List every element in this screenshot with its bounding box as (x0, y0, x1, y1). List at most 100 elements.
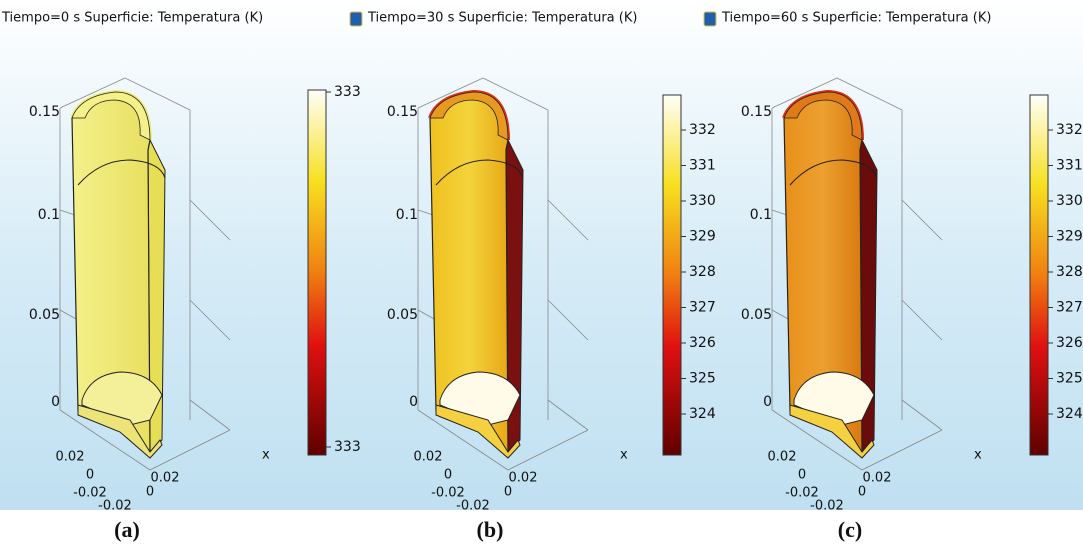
base-tick-label: -0.02 (456, 499, 490, 514)
base-tick-label: 0 (858, 485, 866, 500)
base-tick-label: 0 (86, 468, 94, 483)
z-tick-label: 0 (51, 394, 60, 410)
colorbar-label: 332 (689, 122, 716, 138)
colorbar-label: 331 (1056, 158, 1083, 174)
axis-label: x (262, 448, 270, 463)
caption: (c) (838, 517, 862, 542)
panel-header: Tiempo=30 s Superficie: Temperatura (K) (367, 11, 637, 26)
axis-box-line (482, 77, 549, 111)
axis-box-line (901, 399, 943, 431)
shell-top (783, 91, 863, 141)
colorbar-label: 324 (689, 406, 716, 422)
axis-box-line (417, 409, 509, 471)
base-tick-label: -0.02 (431, 486, 465, 501)
colorbar (1029, 94, 1049, 456)
axis-box-line (189, 299, 231, 341)
colorbar-label: 326 (1056, 335, 1083, 351)
colorbar-label: 331 (689, 158, 716, 174)
axis-box-line (861, 429, 943, 471)
axis-box-line (547, 399, 589, 431)
z-tick-label: 0.05 (387, 307, 418, 323)
panel-header: Tiempo=0 s Superficie: Temperatura (K) (1, 11, 263, 26)
axis-box-line (189, 199, 231, 241)
axis-label: x (974, 448, 982, 463)
z-tick-label: 0.15 (387, 104, 418, 120)
z-tick-label: 0.1 (396, 207, 418, 223)
shell-joint (789, 159, 878, 186)
base-tick-label: 0.02 (863, 471, 892, 486)
z-tick-label: 0 (763, 394, 772, 410)
base-tick-label: 0 (444, 468, 452, 483)
base-tick-label: 0 (798, 468, 806, 483)
base-tick-label: 0 (146, 485, 154, 500)
colorbar-label: 327 (1056, 300, 1083, 316)
axis-box-line (149, 429, 231, 471)
colorbar (662, 94, 682, 456)
colorbar-label: 330 (689, 193, 716, 209)
base-tick-label: 0.02 (56, 450, 85, 465)
axis-box-line (836, 77, 903, 111)
base-tick-label: 0.02 (509, 471, 538, 486)
panel: Tiempo=60 s Superficie: Temperatura (K) 0… (703, 11, 1083, 542)
axis-box-line (417, 77, 484, 109)
colorbar-label: 332 (1056, 122, 1083, 138)
axis-box-line (189, 399, 231, 431)
z-tick-label: 0.05 (741, 307, 772, 323)
axis-label: x (620, 448, 628, 463)
shell-base (435, 404, 521, 459)
base-tick-label: 0 (504, 485, 512, 500)
panel: Tiempo=30 s Superficie: Temperatura (K) 0… (349, 11, 716, 542)
panel: Tiempo=0 s Superficie: Temperatura (K) 0.… (1, 11, 361, 543)
colorbar-label: 326 (689, 335, 716, 351)
caption: (a) (114, 517, 140, 542)
axis-box-line (547, 299, 589, 341)
caption: (b) (477, 517, 504, 542)
colorbar-label: 333 (334, 84, 361, 100)
colorbar-label: 327 (689, 300, 716, 316)
panel-header: Tiempo=60 s Superficie: Temperatura (K) (721, 11, 991, 26)
base-tick-label: 0.02 (768, 450, 797, 465)
header-icon (349, 11, 363, 27)
colorbar (307, 89, 327, 456)
z-tick-label: 0.05 (29, 307, 60, 323)
axis-box-line (59, 77, 126, 109)
axis-box-line (547, 199, 589, 241)
colorbar-label: 328 (1056, 264, 1083, 280)
colorbar-label: 329 (1056, 229, 1083, 245)
shell-joint (435, 159, 524, 186)
z-tick-label: 0.15 (29, 104, 60, 120)
axis-box-line (771, 77, 838, 109)
base-tick-label: -0.02 (73, 486, 107, 501)
base-tick-label: -0.02 (785, 486, 819, 501)
z-tick-label: 0.15 (741, 104, 772, 120)
axis-box-line (901, 199, 943, 241)
base-tick-label: 0.02 (414, 450, 443, 465)
axis-box-line (901, 299, 943, 341)
colorbar-label: 324 (1056, 406, 1083, 422)
axis-box-line (771, 409, 863, 471)
background (0, 0, 1083, 510)
axis-box-line (59, 409, 151, 471)
header-icon (703, 11, 717, 27)
shell-base (77, 404, 163, 459)
base-tick-label: -0.02 (98, 499, 132, 514)
axis-box-line (507, 429, 589, 471)
shell-joint (77, 159, 166, 186)
colorbar-label: 328 (689, 264, 716, 280)
colorbar-label: 325 (689, 371, 716, 387)
z-tick-label: 0.1 (38, 207, 60, 223)
z-tick-label: 0 (409, 394, 418, 410)
base-tick-label: 0.02 (151, 471, 180, 486)
colorbar-label: 329 (689, 229, 716, 245)
shell-top (71, 91, 151, 141)
colorbar-label: 330 (1056, 193, 1083, 209)
shell-top (429, 91, 509, 141)
axis-box-line (124, 77, 191, 111)
shell-base (789, 404, 875, 459)
colorbar-label: 325 (1056, 371, 1083, 387)
colorbar-label: 333 (334, 439, 361, 455)
z-tick-label: 0.1 (750, 207, 772, 223)
base-tick-label: -0.02 (810, 499, 844, 514)
